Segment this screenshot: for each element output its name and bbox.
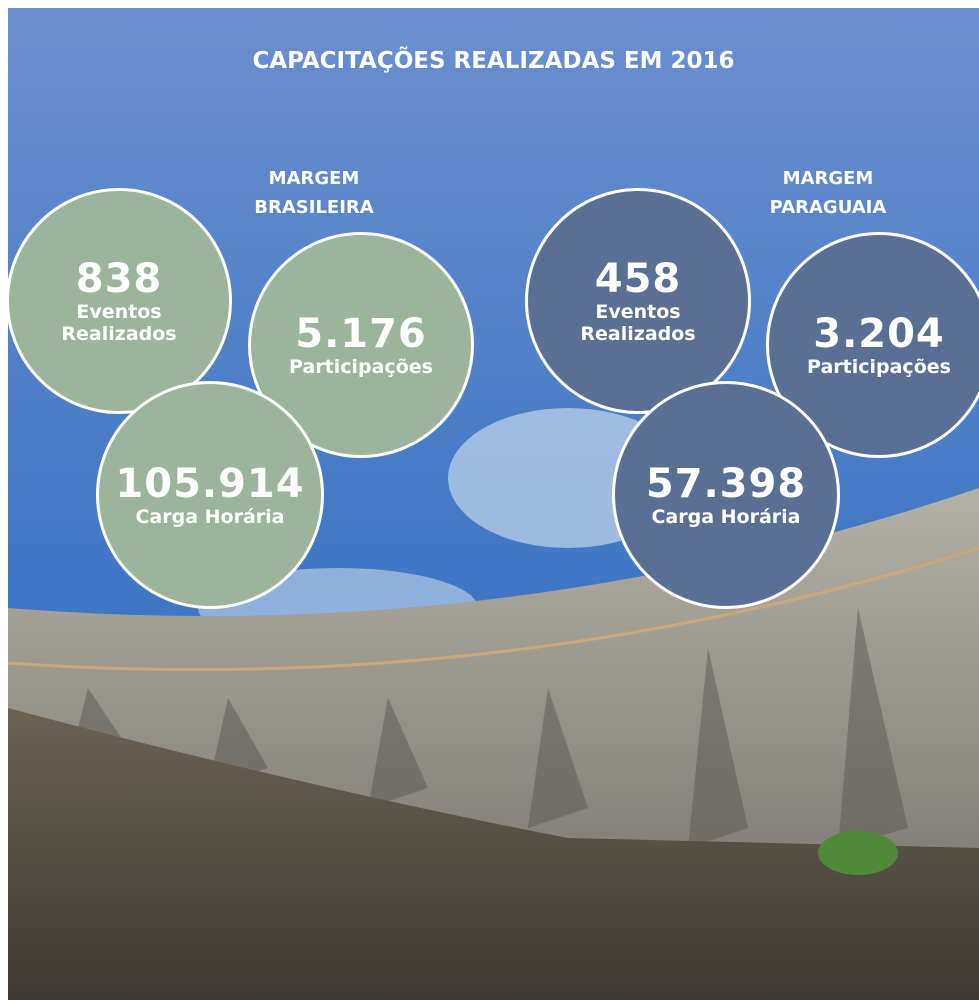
stat-label: Carga Horária <box>126 506 294 528</box>
title: CAPACITAÇÕES REALIZADAS EM 2016 <box>8 48 979 74</box>
stat-label: Eventos Realizados <box>54 301 184 345</box>
stat-circle: 838 Eventos Realizados <box>8 188 232 414</box>
stat-label: Participações <box>795 356 963 378</box>
stat-value: 105.914 <box>115 462 304 506</box>
stat-value: 838 <box>76 257 163 301</box>
stat-value: 3.204 <box>813 312 945 356</box>
stat-circle: 57.398 Carga Horária <box>612 381 840 609</box>
stat-value: 458 <box>595 257 682 301</box>
stat-label: Carga Horária <box>642 506 810 528</box>
stat-value: 57.398 <box>646 462 806 506</box>
stat-value: 5.176 <box>295 312 427 356</box>
stat-circle: 458 Eventos Realizados <box>525 188 751 414</box>
section-heading: MARGEM BRASILEIRA <box>234 164 394 222</box>
section-heading: MARGEM PARAGUAIA <box>748 164 908 222</box>
infographic: CAPACITAÇÕES REALIZADAS EM 2016 MARGEM B… <box>8 8 979 1000</box>
stat-label: Participações <box>277 356 445 378</box>
stat-circle: 105.914 Carga Horária <box>96 381 324 609</box>
stat-label: Eventos Realizados <box>573 301 703 345</box>
